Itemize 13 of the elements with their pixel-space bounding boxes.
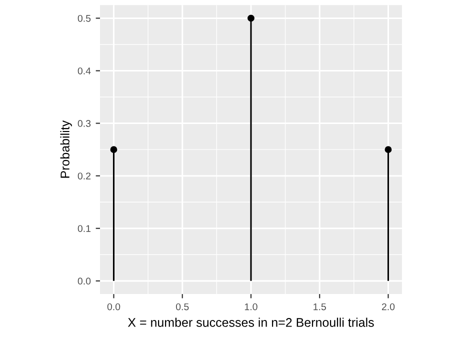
y-tick-label: 0.2 — [78, 172, 90, 180]
y-tick-label: 0.3 — [78, 120, 91, 127]
x-tick-label: 1.0 — [244, 303, 258, 310]
y-tick-label: 0.5 — [78, 14, 91, 22]
y-tick-label: 0.0 — [78, 278, 91, 285]
x-tick-label: 0.0 — [107, 303, 120, 310]
x-tick-label: 0.5 — [176, 303, 189, 310]
x-axis-title: X = number successes in n=2 Bernoulli trials — [128, 318, 374, 327]
x-tick-label: 1.5 — [314, 303, 326, 310]
y-tick-label: 0.1 — [78, 225, 91, 232]
y-axis-title: Probability — [60, 120, 72, 178]
x-tick-label: 2.0 — [382, 303, 395, 310]
y-tick-label: 0.4 — [78, 67, 91, 74]
